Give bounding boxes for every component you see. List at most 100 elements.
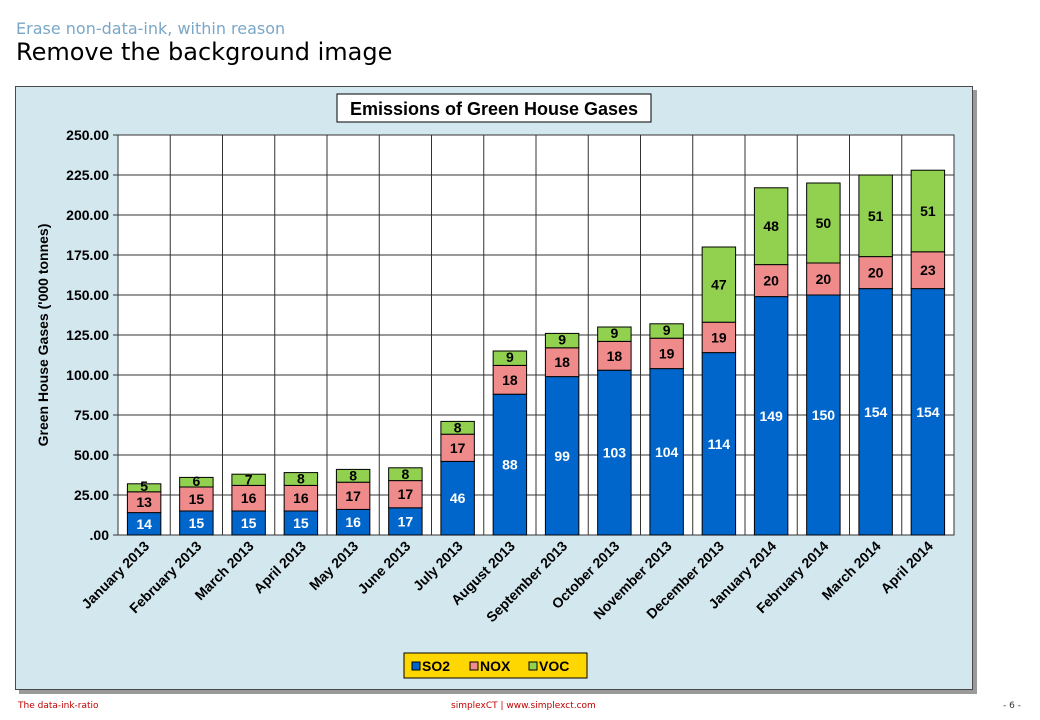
data-label-voc: 9 bbox=[558, 331, 566, 347]
data-label-nox: 16 bbox=[293, 490, 309, 506]
data-label-nox: 19 bbox=[711, 329, 727, 345]
bar-voc bbox=[335, 468, 371, 483]
bar-voc bbox=[179, 476, 214, 488]
data-label-so2: 149 bbox=[759, 408, 783, 424]
data-label-so2: 154 bbox=[864, 404, 888, 420]
bar-so2 bbox=[492, 393, 528, 536]
data-label-nox: 16 bbox=[241, 490, 257, 506]
data-label-voc: 9 bbox=[663, 322, 671, 338]
y-tick-label: 50.00 bbox=[74, 447, 109, 463]
bar-nox bbox=[440, 433, 475, 462]
legend bbox=[403, 652, 588, 679]
bar-voc bbox=[858, 174, 893, 258]
data-label-so2: 16 bbox=[345, 514, 361, 530]
data-label-nox: 18 bbox=[554, 354, 570, 370]
data-label-so2: 154 bbox=[916, 404, 940, 420]
bar-so2 bbox=[544, 376, 580, 536]
bar-nox bbox=[231, 484, 266, 512]
footer-center: simplexCT | www.simplexct.com bbox=[451, 701, 596, 711]
bar-voc bbox=[492, 350, 528, 366]
data-label-voc: 8 bbox=[401, 466, 409, 482]
y-axis-label: Green House Gases ('000 tonnes) bbox=[35, 224, 51, 447]
data-label-nox: 17 bbox=[345, 488, 361, 504]
bar-so2 bbox=[858, 288, 893, 536]
slide-subtitle: Erase non-data-ink, within reason bbox=[16, 19, 286, 38]
page-number: - 6 - bbox=[1003, 701, 1021, 711]
bar-nox bbox=[753, 264, 789, 298]
chart-container: .00 25.00 50.00 75.00 100.00 125.00 150.00 175.… bbox=[15, 86, 973, 690]
data-label-voc: 47 bbox=[711, 277, 727, 293]
bar-voc bbox=[649, 323, 684, 339]
data-label-nox: 20 bbox=[868, 265, 884, 281]
legend-swatch-voc bbox=[528, 661, 538, 671]
data-label-nox: 18 bbox=[607, 348, 623, 364]
bar-so2 bbox=[179, 510, 214, 536]
bar-nox bbox=[492, 364, 528, 395]
bar-voc bbox=[126, 483, 162, 493]
data-label-so2: 15 bbox=[293, 515, 309, 531]
data-label-so2: 99 bbox=[554, 448, 570, 464]
bar-nox bbox=[597, 340, 632, 371]
bar-nox bbox=[179, 486, 214, 512]
bar-voc bbox=[753, 187, 789, 266]
y-tick-label: 125.00 bbox=[66, 327, 109, 343]
legend-label-voc: VOC bbox=[539, 658, 569, 674]
bar-so2 bbox=[806, 294, 841, 536]
slide-title: Remove the background image bbox=[16, 38, 393, 66]
x-tick-label: June 2013 bbox=[354, 538, 413, 597]
footer-left: The data-ink-ratio bbox=[18, 701, 99, 711]
x-tick-label: July 2013 bbox=[410, 538, 466, 594]
legend-swatch-so2 bbox=[411, 661, 421, 671]
data-label-so2: 17 bbox=[398, 513, 414, 529]
data-label-voc: 8 bbox=[454, 419, 462, 435]
bar-so2 bbox=[597, 369, 632, 536]
legend-swatch-nox bbox=[469, 661, 479, 671]
data-label-nox: 17 bbox=[398, 486, 414, 502]
data-label-voc: 5 bbox=[140, 478, 148, 494]
data-label-voc: 51 bbox=[868, 208, 884, 224]
data-label-voc: 48 bbox=[763, 218, 779, 234]
y-tick-label: 175.00 bbox=[66, 247, 109, 263]
bar-nox bbox=[544, 347, 580, 378]
y-tick-label: 150.00 bbox=[66, 287, 109, 303]
data-label-so2: 15 bbox=[241, 515, 257, 531]
data-label-voc: 8 bbox=[349, 467, 357, 483]
y-tick-label: 250.00 bbox=[66, 127, 109, 143]
bar-voc bbox=[283, 472, 319, 486]
bar-so2 bbox=[283, 510, 319, 536]
data-label-so2: 150 bbox=[812, 407, 836, 423]
bar-so2 bbox=[649, 368, 684, 536]
bar-voc bbox=[440, 420, 475, 435]
emissions-chart: .00 25.00 50.00 75.00 100.00 125.00 150.00 175.… bbox=[35, 93, 955, 679]
data-label-so2: 103 bbox=[603, 445, 627, 461]
data-label-voc: 8 bbox=[297, 471, 305, 487]
data-label-voc: 51 bbox=[920, 203, 936, 219]
y-tick-label: 25.00 bbox=[74, 487, 109, 503]
data-label-so2: 14 bbox=[136, 516, 152, 532]
data-label-so2: 104 bbox=[655, 444, 679, 460]
bar-so2 bbox=[753, 296, 789, 536]
legend-label-so2: SO2 bbox=[422, 658, 450, 674]
bar-voc bbox=[544, 332, 580, 349]
bar-voc bbox=[701, 246, 737, 323]
legend-label-nox: NOX bbox=[480, 658, 511, 674]
y-tick-label: 200.00 bbox=[66, 207, 109, 223]
bar-voc bbox=[231, 473, 266, 486]
data-label-nox: 20 bbox=[763, 273, 779, 289]
bar-voc bbox=[388, 467, 423, 482]
chart-title-box bbox=[336, 93, 652, 123]
data-label-voc: 6 bbox=[192, 473, 200, 489]
data-label-voc: 9 bbox=[506, 349, 514, 365]
data-label-voc: 7 bbox=[245, 471, 253, 487]
x-tick-label: May 2013 bbox=[306, 538, 361, 593]
y-tick-label: .00 bbox=[90, 527, 110, 543]
bar-voc bbox=[597, 326, 632, 342]
x-tick-label: April 2013 bbox=[250, 538, 309, 597]
data-label-nox: 20 bbox=[816, 271, 832, 287]
y-tick-label: 75.00 bbox=[74, 407, 109, 423]
data-label-voc: 50 bbox=[816, 215, 832, 231]
bar-nox bbox=[910, 251, 946, 290]
x-tick-label: April 2014 bbox=[877, 538, 936, 597]
y-tick-label: 225.00 bbox=[66, 167, 109, 183]
bar-nox bbox=[806, 262, 841, 296]
